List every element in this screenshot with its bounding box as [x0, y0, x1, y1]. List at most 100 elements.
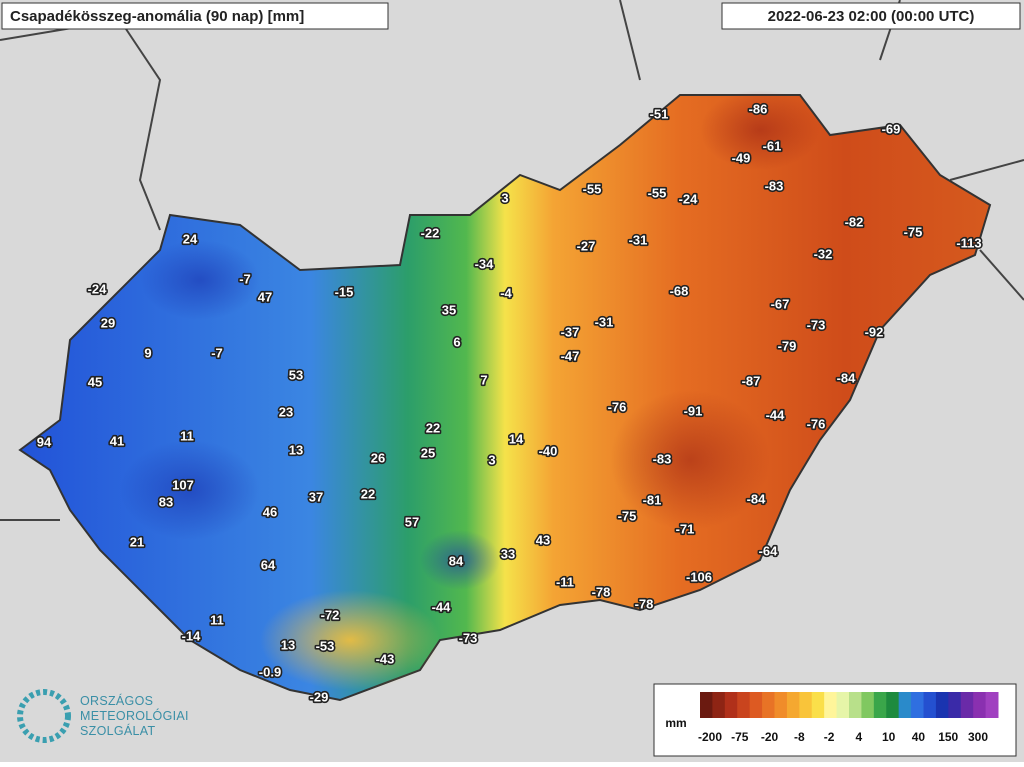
- title: Csapadékösszeg-anomália (90 nap) [mm]: [10, 8, 304, 25]
- station-value: -29: [310, 689, 329, 704]
- station-value: 23: [279, 404, 293, 419]
- legend-swatch: [849, 692, 862, 718]
- legend-swatch: [700, 692, 713, 718]
- station-value: -86: [749, 101, 768, 116]
- station-value: -44: [432, 599, 452, 614]
- logo-line: ORSZÁGOS: [80, 693, 153, 708]
- station-value: -55: [583, 181, 602, 196]
- station-value: -84: [837, 370, 857, 385]
- station-value: 14: [509, 431, 524, 446]
- legend: -200 -75 -20 -8 -2 4 10 40 150 300: [698, 692, 999, 744]
- station-value: 94: [37, 434, 52, 449]
- station-value: 33: [501, 546, 515, 561]
- station-labels: 24 -7 47 -24 29 9 -7 45 53 23 94 41 11 13 26 25 22 107 83 3…: [35, 100, 983, 706]
- legend-swatch: [762, 692, 775, 718]
- station-value: -43: [376, 651, 395, 666]
- title-box: [1, 2, 389, 30]
- station-value: 35: [442, 302, 456, 317]
- station-value: -92: [865, 324, 884, 339]
- station-value: -24: [88, 281, 108, 296]
- dry-area: [260, 590, 440, 690]
- station-value: -44: [766, 407, 786, 422]
- station-value: -37: [561, 324, 580, 339]
- station-value: 26: [371, 450, 385, 465]
- station-value: -0.9: [259, 664, 281, 679]
- station-value: -87: [742, 373, 761, 388]
- legend-swatch: [811, 692, 825, 718]
- logo-line: METEOROLÓGIAI: [80, 708, 189, 723]
- station-value: -84: [747, 491, 767, 506]
- legend-swatch: [774, 692, 788, 718]
- station-value: -72: [321, 607, 340, 622]
- station-value: -82: [845, 214, 864, 229]
- legend-tick-label: -20: [761, 730, 779, 744]
- station-value: 21: [130, 534, 144, 549]
- logo-line: SZOLGÁLAT: [80, 723, 155, 738]
- station-value: -81: [643, 492, 662, 507]
- legend-tick-label: -8: [794, 730, 805, 744]
- legend-swatch: [911, 692, 924, 718]
- station-value: -71: [676, 521, 695, 536]
- station-value: -55: [648, 185, 667, 200]
- legend-swatch: [861, 692, 875, 718]
- station-value: 13: [289, 442, 303, 457]
- legend-swatch: [786, 692, 800, 718]
- station-value: 41: [110, 433, 124, 448]
- station-value: -113: [956, 235, 981, 250]
- legend-swatch: [948, 692, 962, 718]
- legend-tick-label: -75: [731, 730, 749, 744]
- legend-swatch: [824, 692, 838, 718]
- station-value: 107: [172, 477, 194, 492]
- logo-icon: [17, 689, 71, 743]
- station-value: 3: [488, 452, 495, 467]
- station-value: -40: [539, 443, 558, 458]
- station-value: -31: [629, 232, 648, 247]
- station-value: 11: [180, 428, 194, 443]
- station-value: -53: [316, 638, 335, 653]
- station-value: -47: [561, 348, 580, 363]
- country-borders: [0, 0, 1024, 521]
- station-value: -78: [592, 584, 611, 599]
- wet-area: [120, 440, 260, 540]
- station-value: -49: [732, 150, 751, 165]
- station-value: -7: [211, 345, 223, 360]
- dry-area: [700, 90, 820, 170]
- legend-swatch: [737, 692, 751, 718]
- station-value: 46: [263, 504, 277, 519]
- station-value: 11: [210, 612, 224, 627]
- legend-swatch: [923, 692, 937, 718]
- legend-swatch: [898, 692, 912, 718]
- station-value: -64: [759, 543, 779, 558]
- legend-tick-label: -200: [698, 730, 722, 744]
- station-value: 57: [405, 514, 419, 529]
- station-value: 64: [261, 557, 276, 572]
- station-value: 29: [101, 315, 115, 330]
- legend-swatch: [724, 692, 738, 718]
- legend-tick-label: 4: [856, 730, 863, 744]
- timestamp: 2022-06-23 02:00 (00:00 UTC): [768, 8, 975, 25]
- station-value: 24: [183, 231, 198, 246]
- station-value: -34: [475, 256, 495, 271]
- station-value: -91: [684, 403, 703, 418]
- station-value: -67: [771, 296, 790, 311]
- legend-swatch: [873, 692, 887, 718]
- station-value: 45: [88, 374, 102, 389]
- legend-tick-label: 10: [882, 730, 896, 744]
- station-value: -32: [814, 246, 833, 261]
- legend-tick-label: 150: [938, 730, 958, 744]
- station-value: -14: [182, 628, 202, 643]
- wet-area: [420, 530, 500, 590]
- station-value: 9: [144, 345, 151, 360]
- station-value: -24: [679, 191, 699, 206]
- station-value: -83: [653, 451, 672, 466]
- station-value: -75: [618, 508, 637, 523]
- legend-unit: mm: [665, 716, 686, 730]
- legend-swatch: [886, 692, 900, 718]
- legend-swatch: [935, 692, 949, 718]
- timestamp-box: [721, 2, 1021, 30]
- station-value: 37: [309, 489, 323, 504]
- logo: ORSZÁGOS METEOROLÓGIAI SZOLGÁLAT: [17, 689, 189, 743]
- station-value: -73: [459, 630, 478, 645]
- station-value: -4: [500, 285, 512, 300]
